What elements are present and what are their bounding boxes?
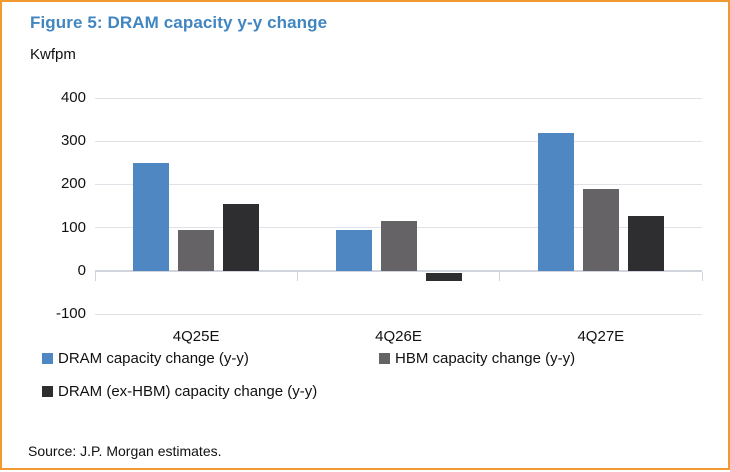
x-axis-tick xyxy=(499,271,501,281)
y-axis-unit-label: Kwfpm xyxy=(30,46,76,63)
x-axis-tick xyxy=(94,271,96,281)
x-axis-tick xyxy=(701,271,703,281)
bar xyxy=(335,229,372,271)
gridline xyxy=(95,97,702,99)
legend-marker-hbm-icon xyxy=(379,353,390,364)
x-axis-line xyxy=(95,269,702,272)
y-tick-label: 200 xyxy=(60,175,86,193)
figure-title: Figure 5: DRAM capacity y-y change xyxy=(30,13,328,32)
y-tick-label: 400 xyxy=(60,89,86,106)
y-tick-label: 300 xyxy=(60,132,86,150)
legend-label-hbm: HBM capacity change (y-y) xyxy=(395,350,576,367)
x-category-label: 4Q26E xyxy=(375,328,422,345)
y-tick-label: 0 xyxy=(77,261,86,279)
gridline xyxy=(95,313,702,315)
gridline xyxy=(95,183,702,185)
bar xyxy=(582,188,619,271)
bar xyxy=(133,162,170,271)
source-note: Source: J.P. Morgan estimates. xyxy=(28,443,222,459)
bar xyxy=(537,133,574,271)
gridline xyxy=(95,140,702,142)
y-tick-label: -100 xyxy=(55,305,86,322)
bar xyxy=(425,272,462,282)
legend-label-dram-ex-hbm: DRAM (ex-HBM) capacity change (y-y) xyxy=(58,383,318,400)
y-tick-label: 100 xyxy=(60,218,86,236)
bar xyxy=(178,229,215,271)
x-category-label: 4Q27E xyxy=(577,328,625,345)
legend-label-dram: DRAM capacity change (y-y) xyxy=(58,350,249,367)
legend-item-dram: DRAM capacity change (y-y) xyxy=(42,350,249,367)
legend-marker-dram-ex-hbm-icon xyxy=(42,386,53,397)
bar xyxy=(223,203,260,271)
bar xyxy=(380,221,417,271)
x-axis-tick xyxy=(296,271,298,281)
x-category-label: 4Q25E xyxy=(172,328,220,345)
legend-item-dram-ex-hbm: DRAM (ex-HBM) capacity change (y-y) xyxy=(42,383,317,400)
legend-item-hbm: HBM capacity change (y-y) xyxy=(379,350,575,367)
legend-marker-dram-icon xyxy=(42,353,53,364)
bar xyxy=(627,215,664,271)
